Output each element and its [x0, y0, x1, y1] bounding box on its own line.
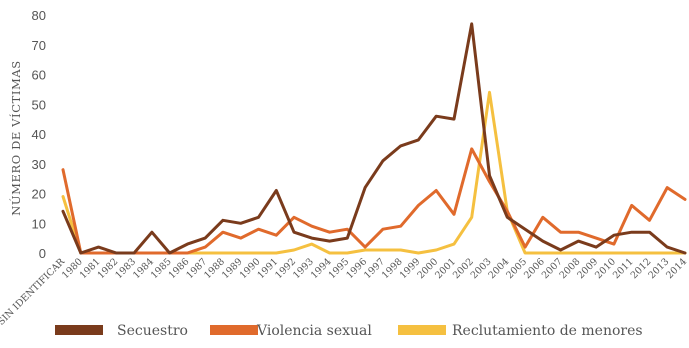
y-axis-ticks: 0 10 20 30 40 50 60 70 80 — [32, 8, 46, 261]
series-line-2 — [61, 147, 687, 255]
y-axis-label-group: NÚMERO DE VÍCTIMAS — [9, 60, 23, 216]
series-lines — [61, 22, 687, 255]
legend: Secuestro Violencia sexual Reclutamiento d… — [55, 323, 643, 339]
series-line-1 — [61, 22, 687, 255]
x-tick-label: 2014 — [664, 256, 689, 281]
y-tick-label: 50 — [32, 97, 46, 112]
y-tick-label: 80 — [32, 8, 46, 23]
legend-swatch — [398, 325, 446, 335]
y-tick-label: 70 — [32, 38, 46, 53]
legend-label: Secuestro — [117, 323, 188, 339]
y-tick-label: 0 — [39, 246, 46, 261]
y-axis-label: NÚMERO DE VÍCTIMAS — [9, 60, 23, 216]
legend-swatch — [55, 325, 103, 335]
x-tick-label: SIN IDENTIFICAR — [0, 256, 68, 328]
legend-label: Reclutamiento de menores — [452, 323, 643, 339]
y-tick-label: 40 — [32, 127, 46, 142]
y-tick-label: 10 — [32, 216, 46, 231]
y-tick-label: 60 — [32, 68, 46, 83]
x-axis-ticks: SIN IDENTIFICAR1980198119821983198419851… — [0, 256, 689, 328]
y-tick-label: 30 — [32, 157, 46, 172]
y-tick-label: 20 — [32, 187, 46, 202]
legend-swatch — [210, 325, 258, 335]
legend-label: Violencia sexual — [256, 323, 372, 339]
